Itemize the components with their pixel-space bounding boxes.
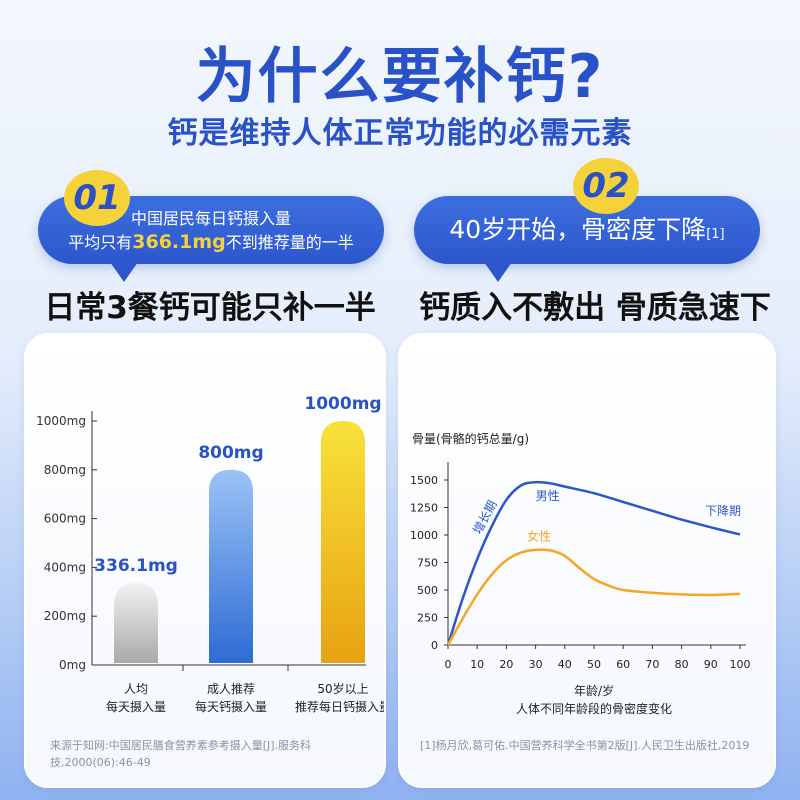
page-title: 为什么要补钙?: [195, 42, 605, 112]
line-chart-caption: 人体不同年龄段的骨密度变化: [516, 701, 672, 716]
bar-y-tick-label: 400mg: [44, 560, 86, 574]
bubble-01-tail: [110, 262, 138, 282]
line-x-tick-label: 80: [675, 658, 689, 671]
bar-data-label: 336.1mg: [94, 556, 178, 576]
line-y-tick-label: 1250: [410, 502, 438, 515]
line-x-tick-label: 40: [558, 658, 572, 671]
line-y-tick-label: 500: [417, 584, 438, 597]
line-x-axis-label: 年龄/岁: [574, 683, 614, 698]
line-x-tick-label: 100: [730, 658, 751, 671]
bar-data-label: 800mg: [198, 443, 263, 463]
line-x-tick-label: 70: [645, 658, 659, 671]
line-chart-source: [1]杨月欣,葛可佑.中国营养科学全书第2版[J].人民卫生出版社,2019: [420, 739, 750, 752]
line-y-tick-label: 1500: [410, 474, 438, 487]
bubble-01-prefix: 平均只有: [68, 233, 133, 252]
bar-category-label: 成人推荐: [207, 682, 255, 696]
headline-01: 日常3餐钙可能只补一半: [44, 290, 376, 326]
bar-category-label: 每天摄入量: [106, 699, 166, 714]
bar-y-tick-label: 600mg: [44, 512, 86, 526]
bar-chart-source: 来源于知网:中国居民膳食营养素参考摄入量[J].服务科技,2000(06):46…: [50, 739, 312, 769]
bubble-01-line1: 中国居民每日钙摄入量: [130, 209, 291, 228]
line-y-axis-label: 骨量(骨骼的钙总量/g): [412, 431, 529, 446]
bubble-02-tail: [484, 262, 512, 282]
bubble-01-highlight: 366.1mg: [132, 231, 226, 253]
bar-2: [321, 421, 365, 663]
bar-y-tick-label: 200mg: [44, 609, 86, 623]
line-annotation-female: 女性: [527, 529, 551, 544]
bar-1: [209, 469, 253, 663]
line-y-tick-label: 1000: [410, 529, 438, 542]
badge-02: 02: [573, 158, 639, 214]
bar-chart: 0mg 200mg 400mg 600mg 800mg 1000mg 336.1mg 人均每天…: [36, 394, 384, 714]
bubble-02-ref: [1]: [706, 227, 725, 242]
line-y-tick-label: 250: [417, 612, 438, 625]
bubble-01-line2: 平均只有366.1mg不到推荐量的一半: [38, 229, 384, 253]
line-x-tick-label: 10: [470, 658, 484, 671]
line-x-tick-label: 0: [445, 658, 452, 671]
badge-01: 01: [64, 170, 130, 226]
line-x-tick-label: 90: [704, 658, 718, 671]
line-x-tick-label: 20: [499, 658, 513, 671]
line-x-tick-label: 30: [529, 658, 543, 671]
page-subtitle: 钙是维持人体正常功能的必需元素: [167, 116, 633, 151]
line-x-tick-label: 60: [616, 658, 630, 671]
bar-category-label: 50岁以上: [317, 681, 368, 696]
line-y-tick-label: 750: [417, 557, 438, 570]
line-series-1: [446, 548, 741, 646]
line-series-0: [446, 480, 741, 646]
bar-category-label: 人均: [124, 682, 148, 696]
bubble-02: 40岁开始，骨密度下降[1]: [414, 196, 760, 264]
line-annotation-decline: 下降期: [705, 504, 741, 518]
bar-y-tick-label: 0mg: [59, 658, 86, 672]
bubble-01-suffix: 不到推荐量的一半: [225, 233, 354, 252]
line-x-tick-label: 50: [587, 658, 601, 671]
line-chart: 骨量(骨骼的钙总量/g) 0 250 500 750 1000 1250 1500 0 10 20 3…: [410, 431, 751, 716]
bar-category-label: 每天钙摄入量: [195, 699, 267, 714]
line-y-tick-label: 0: [431, 639, 438, 652]
bar-y-tick-label: 800mg: [44, 463, 86, 477]
bar-0: [114, 582, 158, 663]
bar-category-label: 推荐每日钙摄入量: [295, 699, 384, 714]
bar-y-tick-label: 1000mg: [36, 414, 86, 428]
bubble-02-label: 40岁开始，骨密度下降: [449, 215, 707, 244]
line-annotation-male: 男性: [536, 489, 560, 503]
card-bar-chart: 0mg 200mg 400mg 600mg 800mg 1000mg 336.1mg 人均每天…: [24, 333, 386, 788]
bar-data-label: 1000mg: [304, 394, 381, 414]
card-line-chart: 骨量(骨骼的钙总量/g) 0 250 500 750 1000 1250 1500 0 10 20 3…: [398, 333, 776, 788]
bubble-02-text: 40岁开始，骨密度下降[1]: [414, 196, 760, 269]
